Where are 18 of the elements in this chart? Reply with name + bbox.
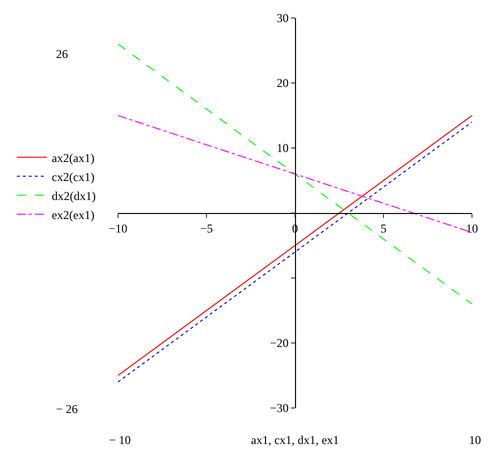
text: 10 — [469, 433, 481, 447]
text: − 10 — [109, 433, 131, 447]
y-tick-label: −30 — [270, 401, 289, 416]
x-axis-title: ax1, cx1, dx1, ex1 — [251, 433, 339, 447]
text: − 26 — [56, 402, 78, 416]
legend-label: cx2(cx1) — [52, 170, 94, 184]
y-tick-label: 10 — [276, 141, 289, 156]
legend-label: ex2(ex1) — [52, 208, 94, 222]
legend-label: ax2(ax1) — [52, 150, 94, 165]
y-tick-label: 20 — [276, 76, 289, 90]
x-tick-label: −5 — [200, 221, 213, 236]
y-tick-label: −20 — [270, 336, 289, 350]
x-tick-label: 10 — [466, 221, 478, 236]
text: 26 — [56, 47, 68, 61]
legend-label: dx2(dx1) — [52, 188, 96, 203]
x-tick-label: −10 — [108, 221, 128, 236]
x-tick-label: 5 — [380, 221, 386, 236]
y-tick-label: 30 — [276, 11, 289, 26]
